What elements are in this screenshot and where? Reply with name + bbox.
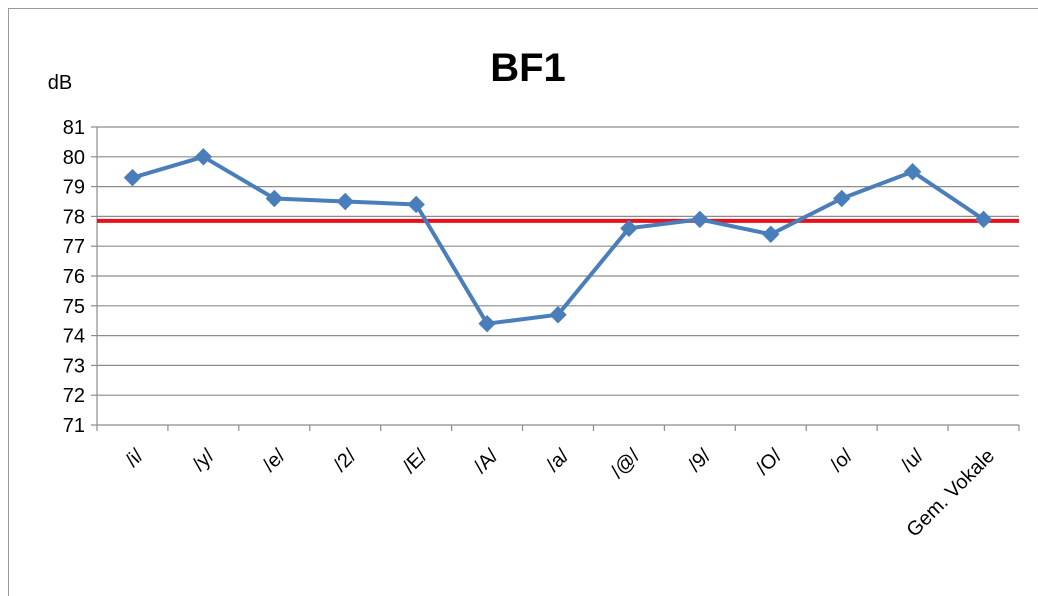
gridlines (97, 126, 1019, 396)
x-tick-label: /y/ (188, 445, 219, 476)
data-point-marker (832, 189, 851, 208)
data-point-marker (265, 189, 284, 208)
data-point-marker (194, 148, 213, 166)
x-tick-label: /@/ (607, 445, 645, 483)
x-tick-label: /u/ (897, 445, 929, 477)
y-axis-label: dB (48, 72, 72, 94)
y-tick-label: 80 (63, 147, 85, 169)
data-point-marker (407, 195, 425, 214)
data-point-marker (762, 225, 780, 243)
axes (91, 126, 1020, 431)
series-line (131, 154, 985, 326)
x-tick-label: /2/ (329, 445, 361, 477)
y-tick-labels: 71 72 73 74 75 76 77 78 79 80 81 (63, 117, 85, 437)
x-tick-label: /A/ (470, 445, 503, 478)
x-tick-label: /O/ (752, 445, 787, 480)
chart-title: BF1 (490, 46, 566, 90)
y-tick-label: 77 (63, 236, 85, 258)
data-point-marker (336, 192, 354, 211)
x-tick-label: /o/ (826, 445, 858, 477)
data-point-marker (620, 219, 638, 238)
y-tick-label: 72 (63, 385, 85, 407)
y-tick-label: 78 (63, 206, 85, 228)
y-tick-label: 79 (63, 177, 85, 199)
y-tick-label: 71 (63, 415, 85, 437)
x-tick-label: /E/ (399, 445, 432, 478)
y-tick-label: 74 (63, 326, 85, 348)
x-tick-label: /9/ (684, 445, 716, 477)
y-tick-label: 81 (63, 117, 85, 139)
series-group (123, 148, 993, 333)
data-point-marker (691, 210, 709, 229)
x-tick-label: /e/ (259, 445, 291, 477)
x-tick-labels: /i//y//e//2//E//A//a//@//9//O//o//u/Gem.… (121, 445, 999, 542)
data-point-marker (478, 314, 496, 333)
y-tick-label: 73 (63, 355, 85, 377)
data-point-marker (903, 162, 922, 181)
data-point-marker (974, 210, 993, 229)
data-point-marker (549, 306, 567, 324)
chart-frame (8, 8, 1038, 596)
y-tick-label: 76 (63, 266, 85, 288)
y-tick-label: 75 (63, 296, 85, 318)
x-tick-label: /i/ (121, 445, 148, 472)
data-point-marker (123, 168, 142, 187)
x-tick-label: /a/ (542, 445, 574, 477)
